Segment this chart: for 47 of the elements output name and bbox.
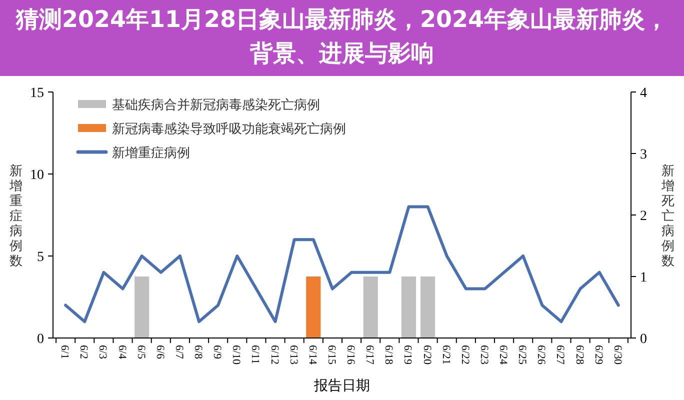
y2-axis-title: 新增死亡病例数 <box>660 164 674 269</box>
line-series <box>64 205 620 324</box>
legend-label: 基础疾病合并新冠病毒感染死亡病例 <box>112 97 320 113</box>
y-tick-label: 0 <box>37 332 44 347</box>
y-tick-label: 10 <box>30 168 44 183</box>
x-tick-label: 6/8 <box>192 345 204 360</box>
x-tick-label: 6/3 <box>96 345 109 360</box>
y2-tick-label: 4 <box>640 86 647 101</box>
legend-label: 新增重症病例 <box>112 146 190 161</box>
x-axis-title: 报告日期 <box>313 378 370 394</box>
x-tick-label: 6/5 <box>134 345 147 360</box>
x-tick-label: 6/27 <box>554 345 566 366</box>
legend-label: 新冠病毒感染导致呼吸功能衰竭死亡病例 <box>112 121 346 137</box>
y-axis-title: 新增重症病例数 <box>8 164 22 269</box>
x-tick-label: 6/28 <box>573 345 586 366</box>
y-tick-label: 5 <box>37 250 44 265</box>
x-tick-label: 6/1 <box>58 345 71 360</box>
x-tick-label: 6/26 <box>535 345 548 366</box>
x-tick-label: 6/15 <box>325 345 338 366</box>
y-tick-label: 15 <box>30 86 44 101</box>
x-tick-label: 6/14 <box>306 345 318 366</box>
y2-tick-label: 2 <box>640 209 647 224</box>
y2-tick-label: 3 <box>640 148 647 162</box>
x-tick-label: 6/7 <box>172 345 185 360</box>
chart-title: 猜测2024年11月28日象山最新肺炎，2024年象山最新肺炎，背景、进展与影响 <box>14 6 670 69</box>
y2-tick-label: 1 <box>640 270 647 286</box>
x-tick-label: 6/18 <box>382 345 395 366</box>
y2-tick-label: 0 <box>640 332 647 347</box>
x-tick-label: 6/13 <box>287 345 300 366</box>
x-tick-label: 6/29 <box>592 345 604 366</box>
x-tick-label: 6/11 <box>249 345 262 364</box>
x-tick-label: 6/17 <box>364 345 376 366</box>
x-tick-label: 6/25 <box>516 345 528 366</box>
x-tick-label: 6/20 <box>420 345 433 366</box>
x-tick-label: 6/21 <box>440 345 452 365</box>
x-tick-label: 6/30 <box>611 345 624 366</box>
x-tick-label: 6/10 <box>230 345 242 366</box>
x-tick-label: 6/4 <box>116 345 128 360</box>
x-tick-label: 6/9 <box>211 345 224 360</box>
x-tick-label: 6/19 <box>402 345 414 366</box>
x-tick-label: 6/6 <box>154 345 166 360</box>
x-tick-label: 6/22 <box>458 345 471 365</box>
x-tick-label: 6/16 <box>344 345 357 366</box>
x-tick-label: 6/24 <box>497 345 510 366</box>
x-tick-label: 6/2 <box>78 345 90 360</box>
x-tick-label: 6/12 <box>268 345 280 365</box>
x-tick-label: 6/23 <box>478 345 490 366</box>
